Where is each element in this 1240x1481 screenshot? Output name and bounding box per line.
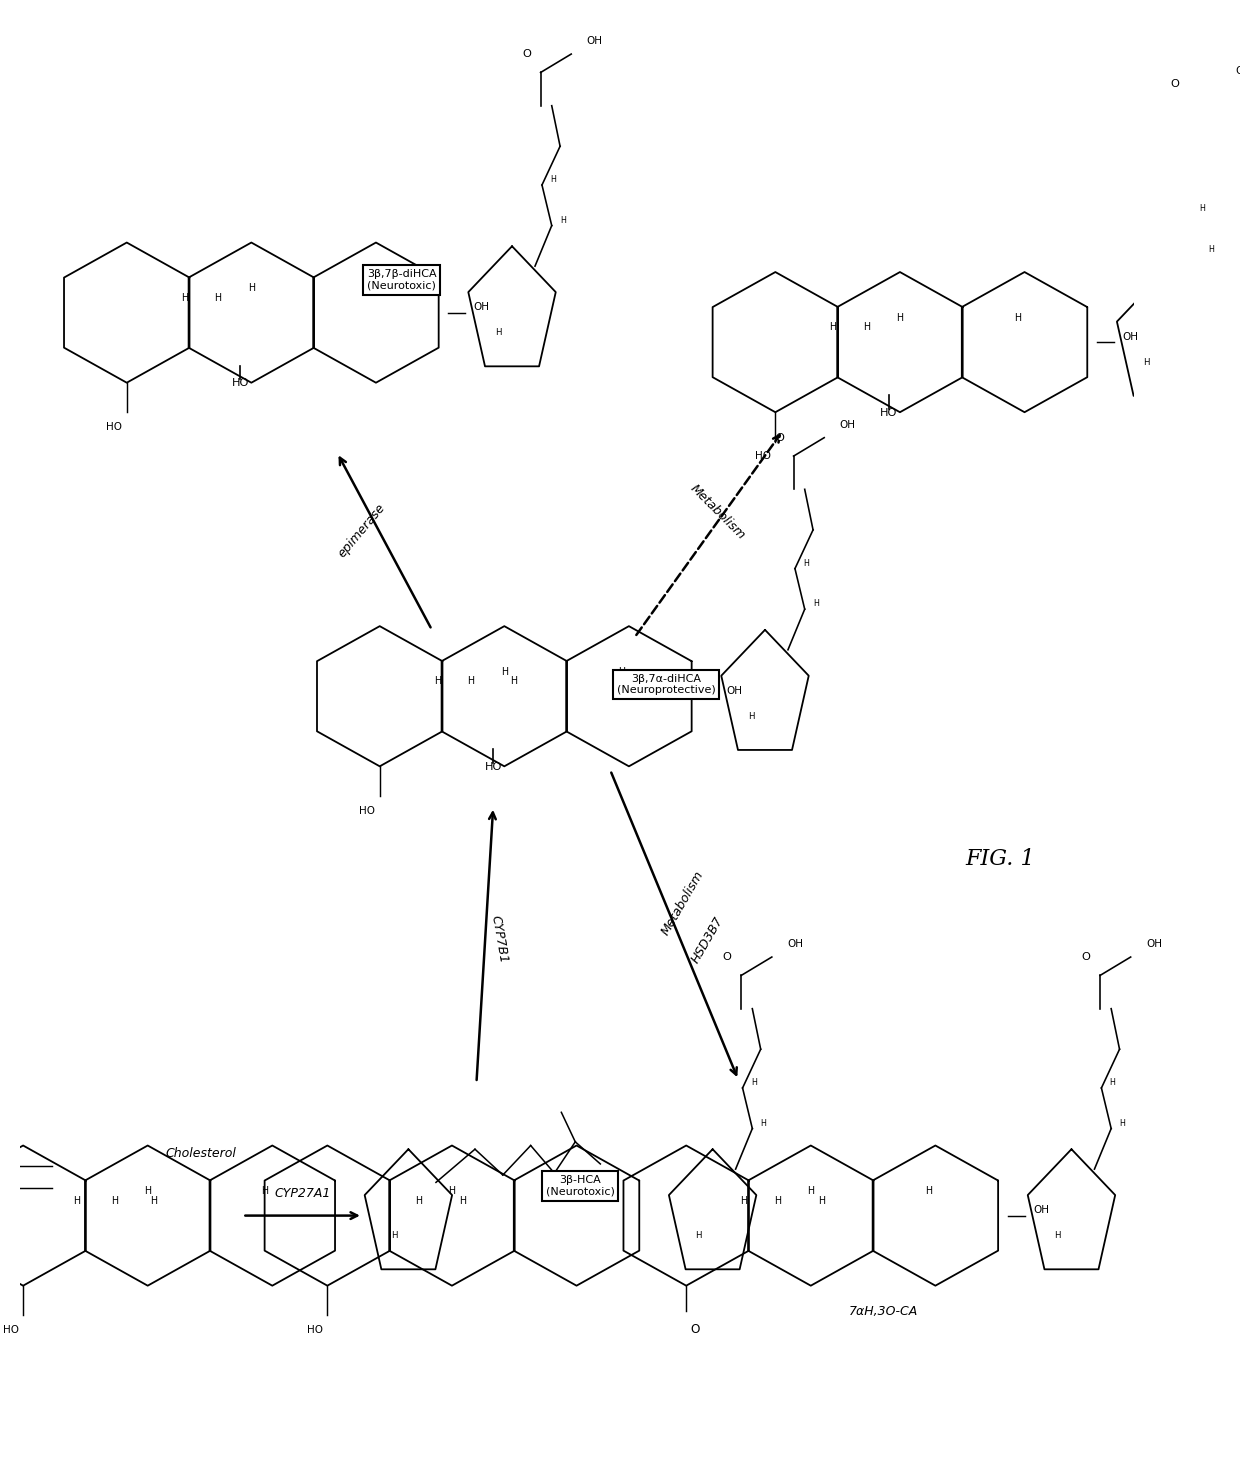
Text: 3β-HCA
(Neurotoxic): 3β-HCA (Neurotoxic) <box>546 1176 615 1197</box>
Text: O: O <box>1171 78 1179 89</box>
Text: H: H <box>925 1186 931 1197</box>
Text: H: H <box>750 1078 756 1087</box>
Text: H: H <box>1143 357 1149 367</box>
Text: H: H <box>897 312 904 323</box>
Text: H: H <box>150 1195 156 1206</box>
Text: H: H <box>501 666 508 677</box>
Text: H: H <box>804 558 808 567</box>
Text: H: H <box>1054 1231 1061 1240</box>
Text: H: H <box>467 677 475 687</box>
Text: H: H <box>551 175 556 184</box>
Text: OH: OH <box>474 302 490 312</box>
Text: OH: OH <box>587 36 603 46</box>
Text: Metabolism: Metabolism <box>658 868 707 937</box>
Text: H: H <box>774 1195 781 1206</box>
Text: H: H <box>1199 204 1204 213</box>
Text: Cholesterol: Cholesterol <box>166 1148 237 1160</box>
Text: O: O <box>522 49 531 59</box>
Text: OH: OH <box>1235 65 1240 76</box>
Text: OH: OH <box>1122 332 1138 342</box>
Text: HSD3B7: HSD3B7 <box>688 914 725 966</box>
Text: O: O <box>723 952 732 963</box>
Text: H: H <box>366 283 372 293</box>
Text: HO: HO <box>306 1325 322 1334</box>
Text: H: H <box>392 1231 398 1240</box>
Text: O: O <box>691 1324 701 1336</box>
Text: H: H <box>1120 1118 1125 1127</box>
Text: HO: HO <box>360 806 376 816</box>
Text: HO: HO <box>232 379 249 388</box>
Text: H: H <box>760 1118 766 1127</box>
Text: H: H <box>510 677 517 687</box>
Text: H: H <box>740 1195 748 1206</box>
Text: H: H <box>73 1195 79 1206</box>
Text: 3β,7β-diHCA
(Neurotoxic): 3β,7β-diHCA (Neurotoxic) <box>367 270 436 290</box>
Text: OH: OH <box>1033 1206 1049 1214</box>
Text: H: H <box>565 1186 573 1197</box>
Text: HO: HO <box>755 452 771 462</box>
Text: H: H <box>449 1186 455 1197</box>
Text: H: H <box>1209 244 1214 255</box>
Text: H: H <box>415 1195 422 1206</box>
Text: H: H <box>1014 312 1021 323</box>
Text: H: H <box>181 293 188 304</box>
Text: HO: HO <box>485 763 502 772</box>
Text: CYP27A1: CYP27A1 <box>274 1186 331 1200</box>
Text: H: H <box>696 1231 702 1240</box>
Text: OH: OH <box>1146 939 1162 949</box>
Text: HO: HO <box>2 1325 19 1334</box>
Text: H: H <box>619 666 625 677</box>
Text: H: H <box>863 323 870 332</box>
Text: H: H <box>813 600 818 609</box>
Text: H: H <box>144 1186 151 1197</box>
Text: H: H <box>110 1195 118 1206</box>
Text: H: H <box>1110 1078 1116 1087</box>
Text: H: H <box>748 712 754 721</box>
Text: epimerase: epimerase <box>336 502 388 560</box>
Text: H: H <box>434 677 441 687</box>
Text: 3β,7α-diHCA
(Neuroprotective): 3β,7α-diHCA (Neuroprotective) <box>616 674 715 695</box>
Text: H: H <box>560 216 565 225</box>
Text: OH: OH <box>787 939 804 949</box>
Text: H: H <box>262 1186 269 1197</box>
Text: HO: HO <box>107 422 123 432</box>
Text: H: H <box>818 1195 826 1206</box>
Text: Metabolism: Metabolism <box>687 481 748 542</box>
Text: FIG. 1: FIG. 1 <box>966 847 1035 869</box>
Text: H: H <box>248 283 255 293</box>
Text: HO: HO <box>880 407 898 418</box>
Text: H: H <box>830 323 837 332</box>
Text: O: O <box>775 432 784 443</box>
Text: OH: OH <box>727 686 743 696</box>
Text: H: H <box>495 327 501 338</box>
Text: 7αH,3O-CA: 7αH,3O-CA <box>848 1305 918 1318</box>
Text: OH: OH <box>839 419 856 429</box>
Text: H: H <box>460 1195 466 1206</box>
Text: H: H <box>215 293 222 304</box>
Text: H: H <box>807 1186 815 1197</box>
Text: O: O <box>1081 952 1090 963</box>
Text: CYP7B1: CYP7B1 <box>489 915 510 964</box>
